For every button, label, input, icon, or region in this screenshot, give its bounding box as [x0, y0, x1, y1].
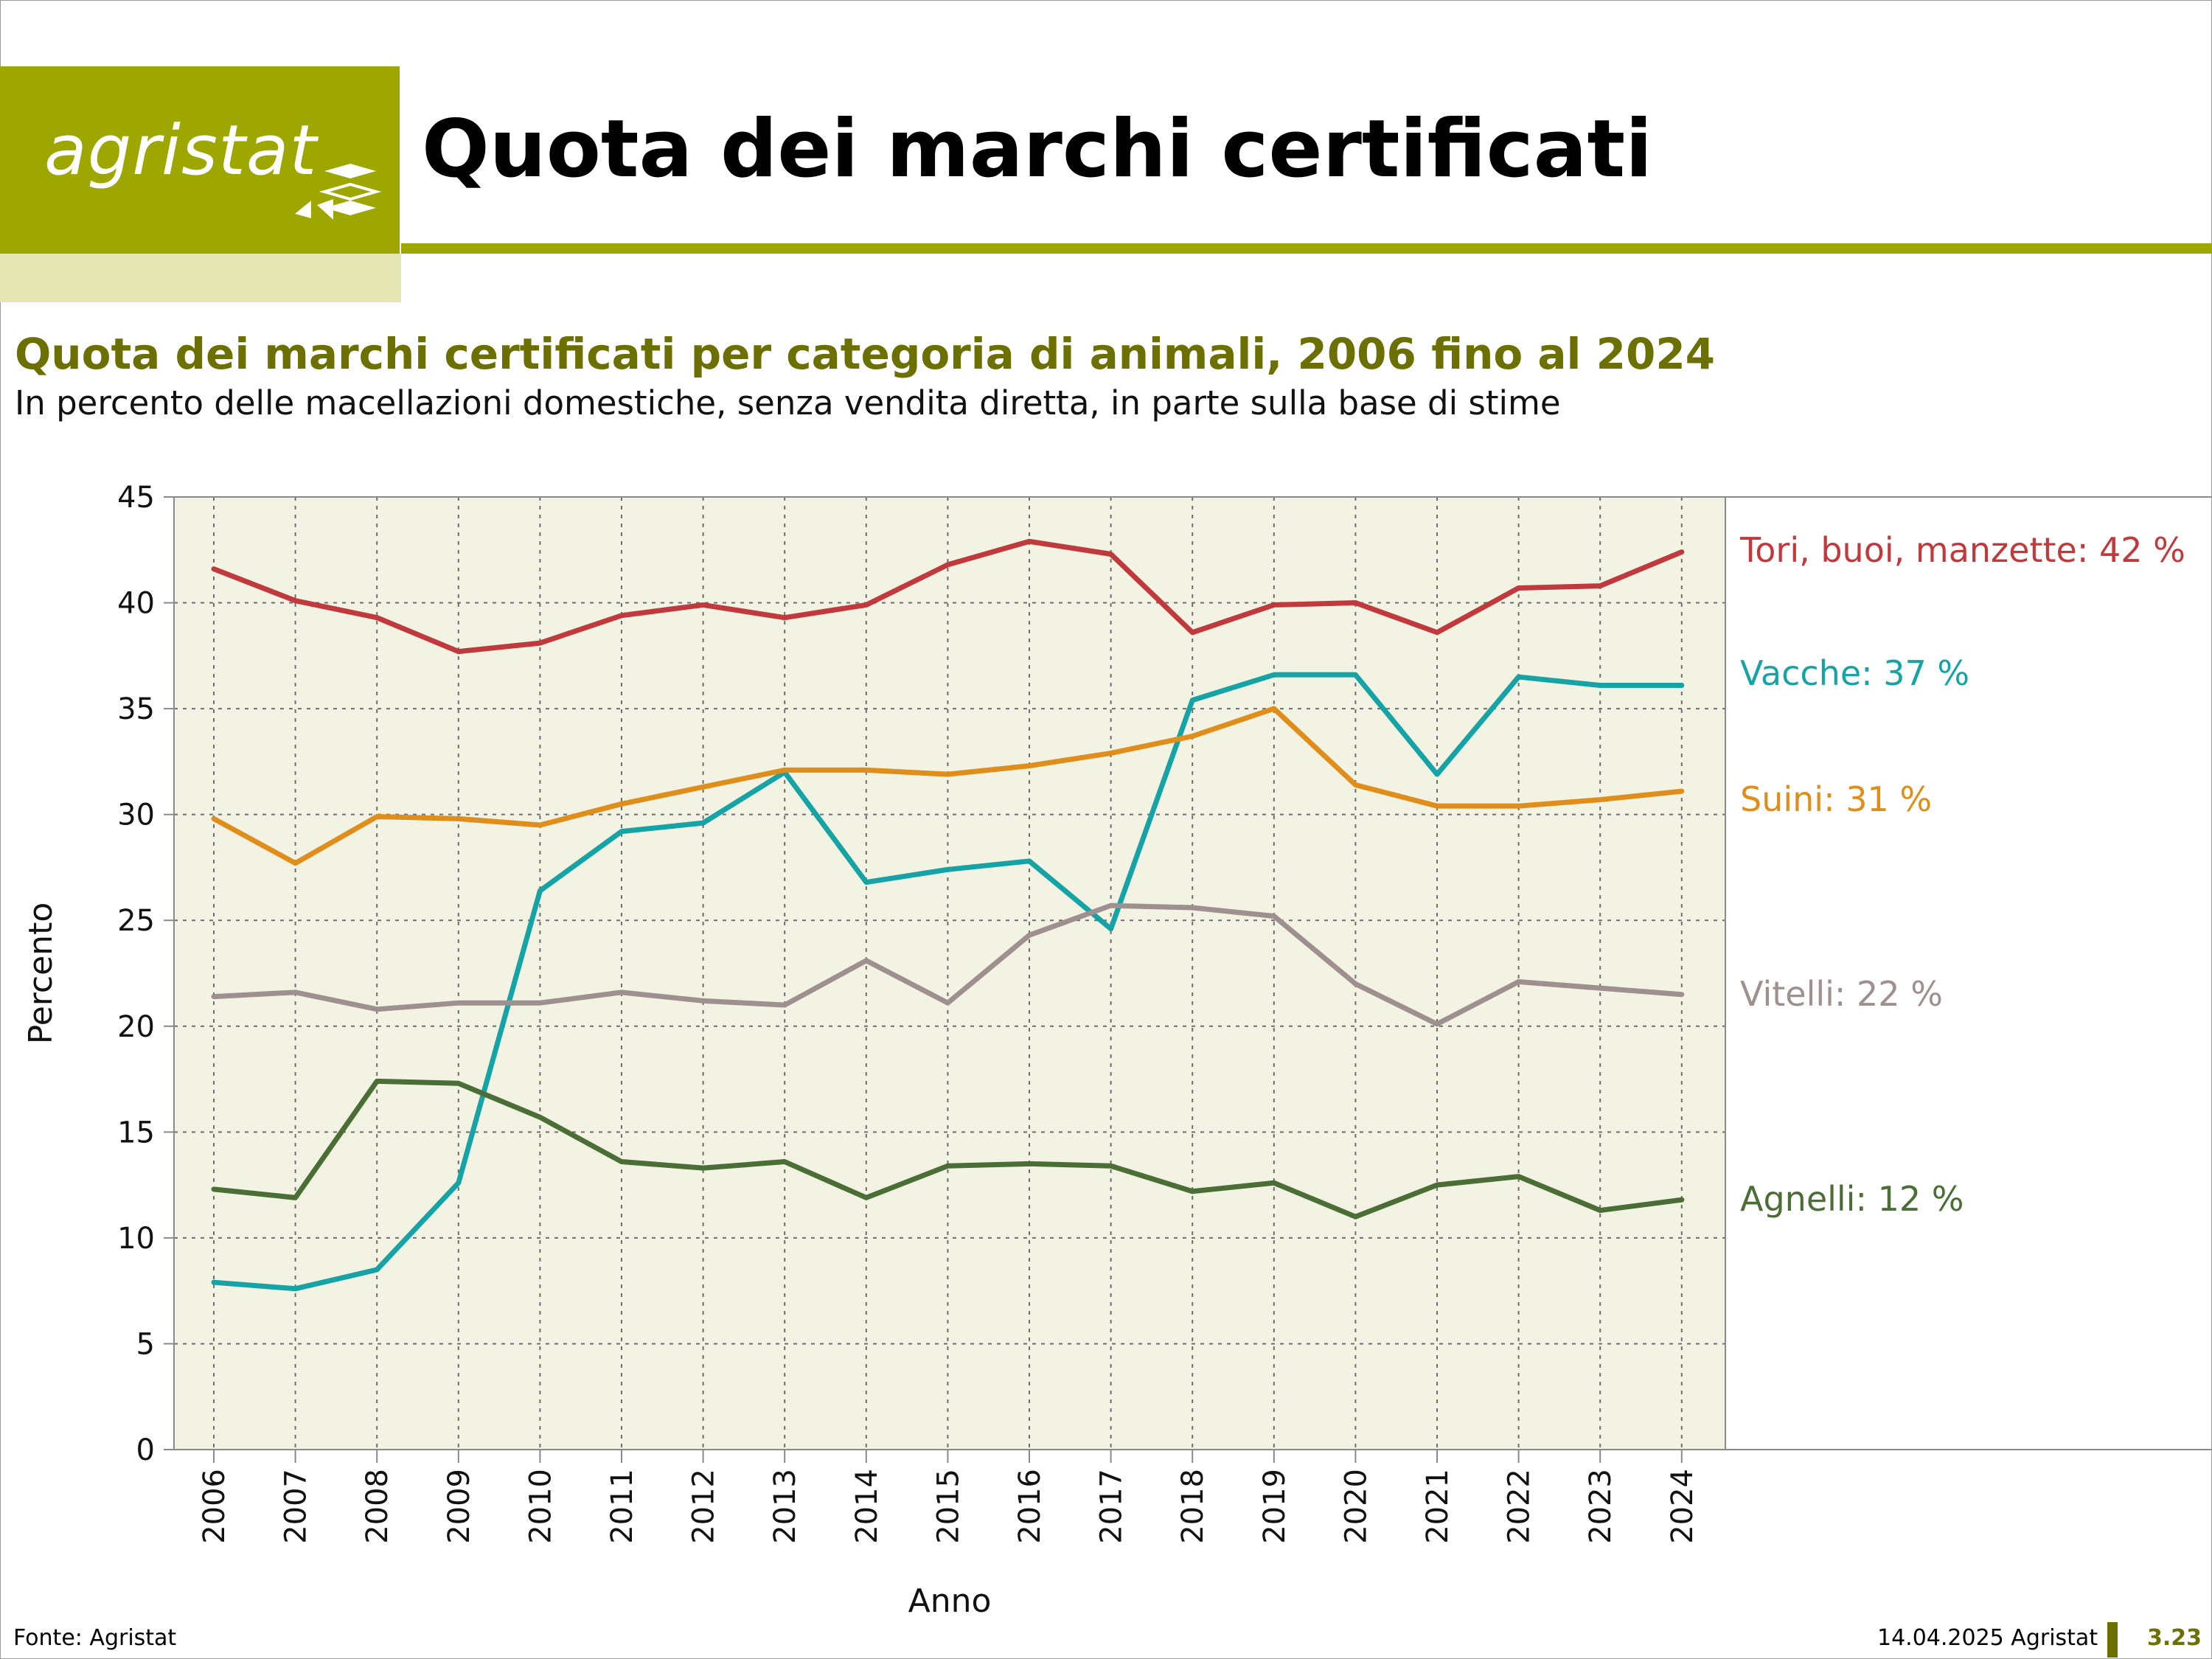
x-tick-label: 2024 — [1666, 1469, 1700, 1544]
x-tick-label: 2008 — [361, 1469, 394, 1544]
page-title: Quota dei marchi certificati — [422, 103, 1653, 195]
x-tick-label: 2017 — [1095, 1469, 1129, 1544]
series-line-vacche — [211, 672, 1685, 1292]
grid-lines — [174, 497, 1725, 1450]
x-tick-label: 2023 — [1584, 1469, 1618, 1544]
series-lines — [211, 538, 1685, 1292]
y-tick-label: 15 — [117, 1116, 155, 1150]
plot-area — [174, 497, 1725, 1450]
series-label: Vacche: 37 % — [1740, 653, 1969, 693]
x-tick-label: 2015 — [931, 1469, 965, 1544]
series-line-agnelli — [211, 1078, 1685, 1220]
y-axis-ticks: 0 5 10 15 20 25 30 35 40 45 — [117, 481, 174, 1467]
y-tick-label: 40 — [117, 587, 155, 621]
y-tick-label: 45 — [117, 481, 155, 515]
x-tick-label: 2010 — [524, 1469, 557, 1544]
series-line-vitelli — [211, 902, 1685, 1027]
series-label: Suini: 31 % — [1740, 779, 1932, 819]
x-tick-label: 2022 — [1503, 1469, 1537, 1544]
x-tick-label: 2007 — [279, 1469, 313, 1544]
y-tick-label: 20 — [117, 1010, 155, 1044]
series-label: Tori, buoi, manzette: 42 % — [1739, 530, 2185, 570]
footer-source: Fonte: Agristat — [13, 1625, 177, 1651]
series-line-tori-buoi-manzette — [211, 538, 1685, 655]
header-rule — [401, 243, 2212, 254]
x-axis-ticks: 2006 2007 2008 2009 2010 2011 2012 2013 2014 2015… — [198, 1450, 1700, 1544]
page-number: 3.23 — [2147, 1625, 2202, 1651]
x-tick-label: 2016 — [1013, 1469, 1047, 1544]
series-labels: Tori, buoi, manzette: 42 % Vacche: 37 % Su… — [1739, 530, 2185, 1219]
footer-date: 14.04.2025 Agristat — [1877, 1625, 2098, 1651]
series-line-suini — [211, 706, 1685, 866]
series-label: Agnelli: 12 % — [1740, 1179, 1964, 1219]
logo-diamonds-icon — [295, 164, 382, 220]
x-tick-label: 2013 — [768, 1469, 802, 1544]
x-tick-label: 2021 — [1421, 1469, 1455, 1544]
y-tick-label: 25 — [117, 904, 155, 938]
logo-wordmark: agristat — [44, 111, 318, 191]
x-tick-label: 2006 — [198, 1469, 232, 1544]
x-tick-label: 2011 — [605, 1469, 639, 1544]
y-tick-label: 10 — [117, 1222, 155, 1256]
agristat-logo — [0, 66, 400, 254]
series-label: Vitelli: 22 % — [1740, 974, 1943, 1014]
logo-accent-strip — [0, 254, 401, 302]
footer-divider — [2107, 1622, 2118, 1658]
x-tick-label: 2014 — [850, 1469, 884, 1544]
x-tick-label: 2018 — [1176, 1469, 1210, 1544]
y-tick-label: 5 — [136, 1327, 155, 1361]
x-axis-label: Anno — [908, 1582, 992, 1620]
x-tick-label: 2019 — [1258, 1469, 1292, 1544]
chart-subtitle: In percento delle macellazioni domestich… — [15, 383, 1561, 422]
chart-title: Quota dei marchi certificati per categor… — [15, 329, 1716, 379]
x-tick-label: 2020 — [1339, 1469, 1373, 1544]
y-tick-label: 30 — [117, 799, 155, 832]
y-tick-label: 0 — [136, 1433, 155, 1467]
x-tick-label: 2009 — [442, 1469, 476, 1544]
y-axis-label: Percento — [22, 902, 60, 1044]
y-tick-label: 35 — [117, 692, 155, 726]
axes — [173, 496, 2212, 1450]
x-tick-label: 2012 — [687, 1469, 721, 1544]
